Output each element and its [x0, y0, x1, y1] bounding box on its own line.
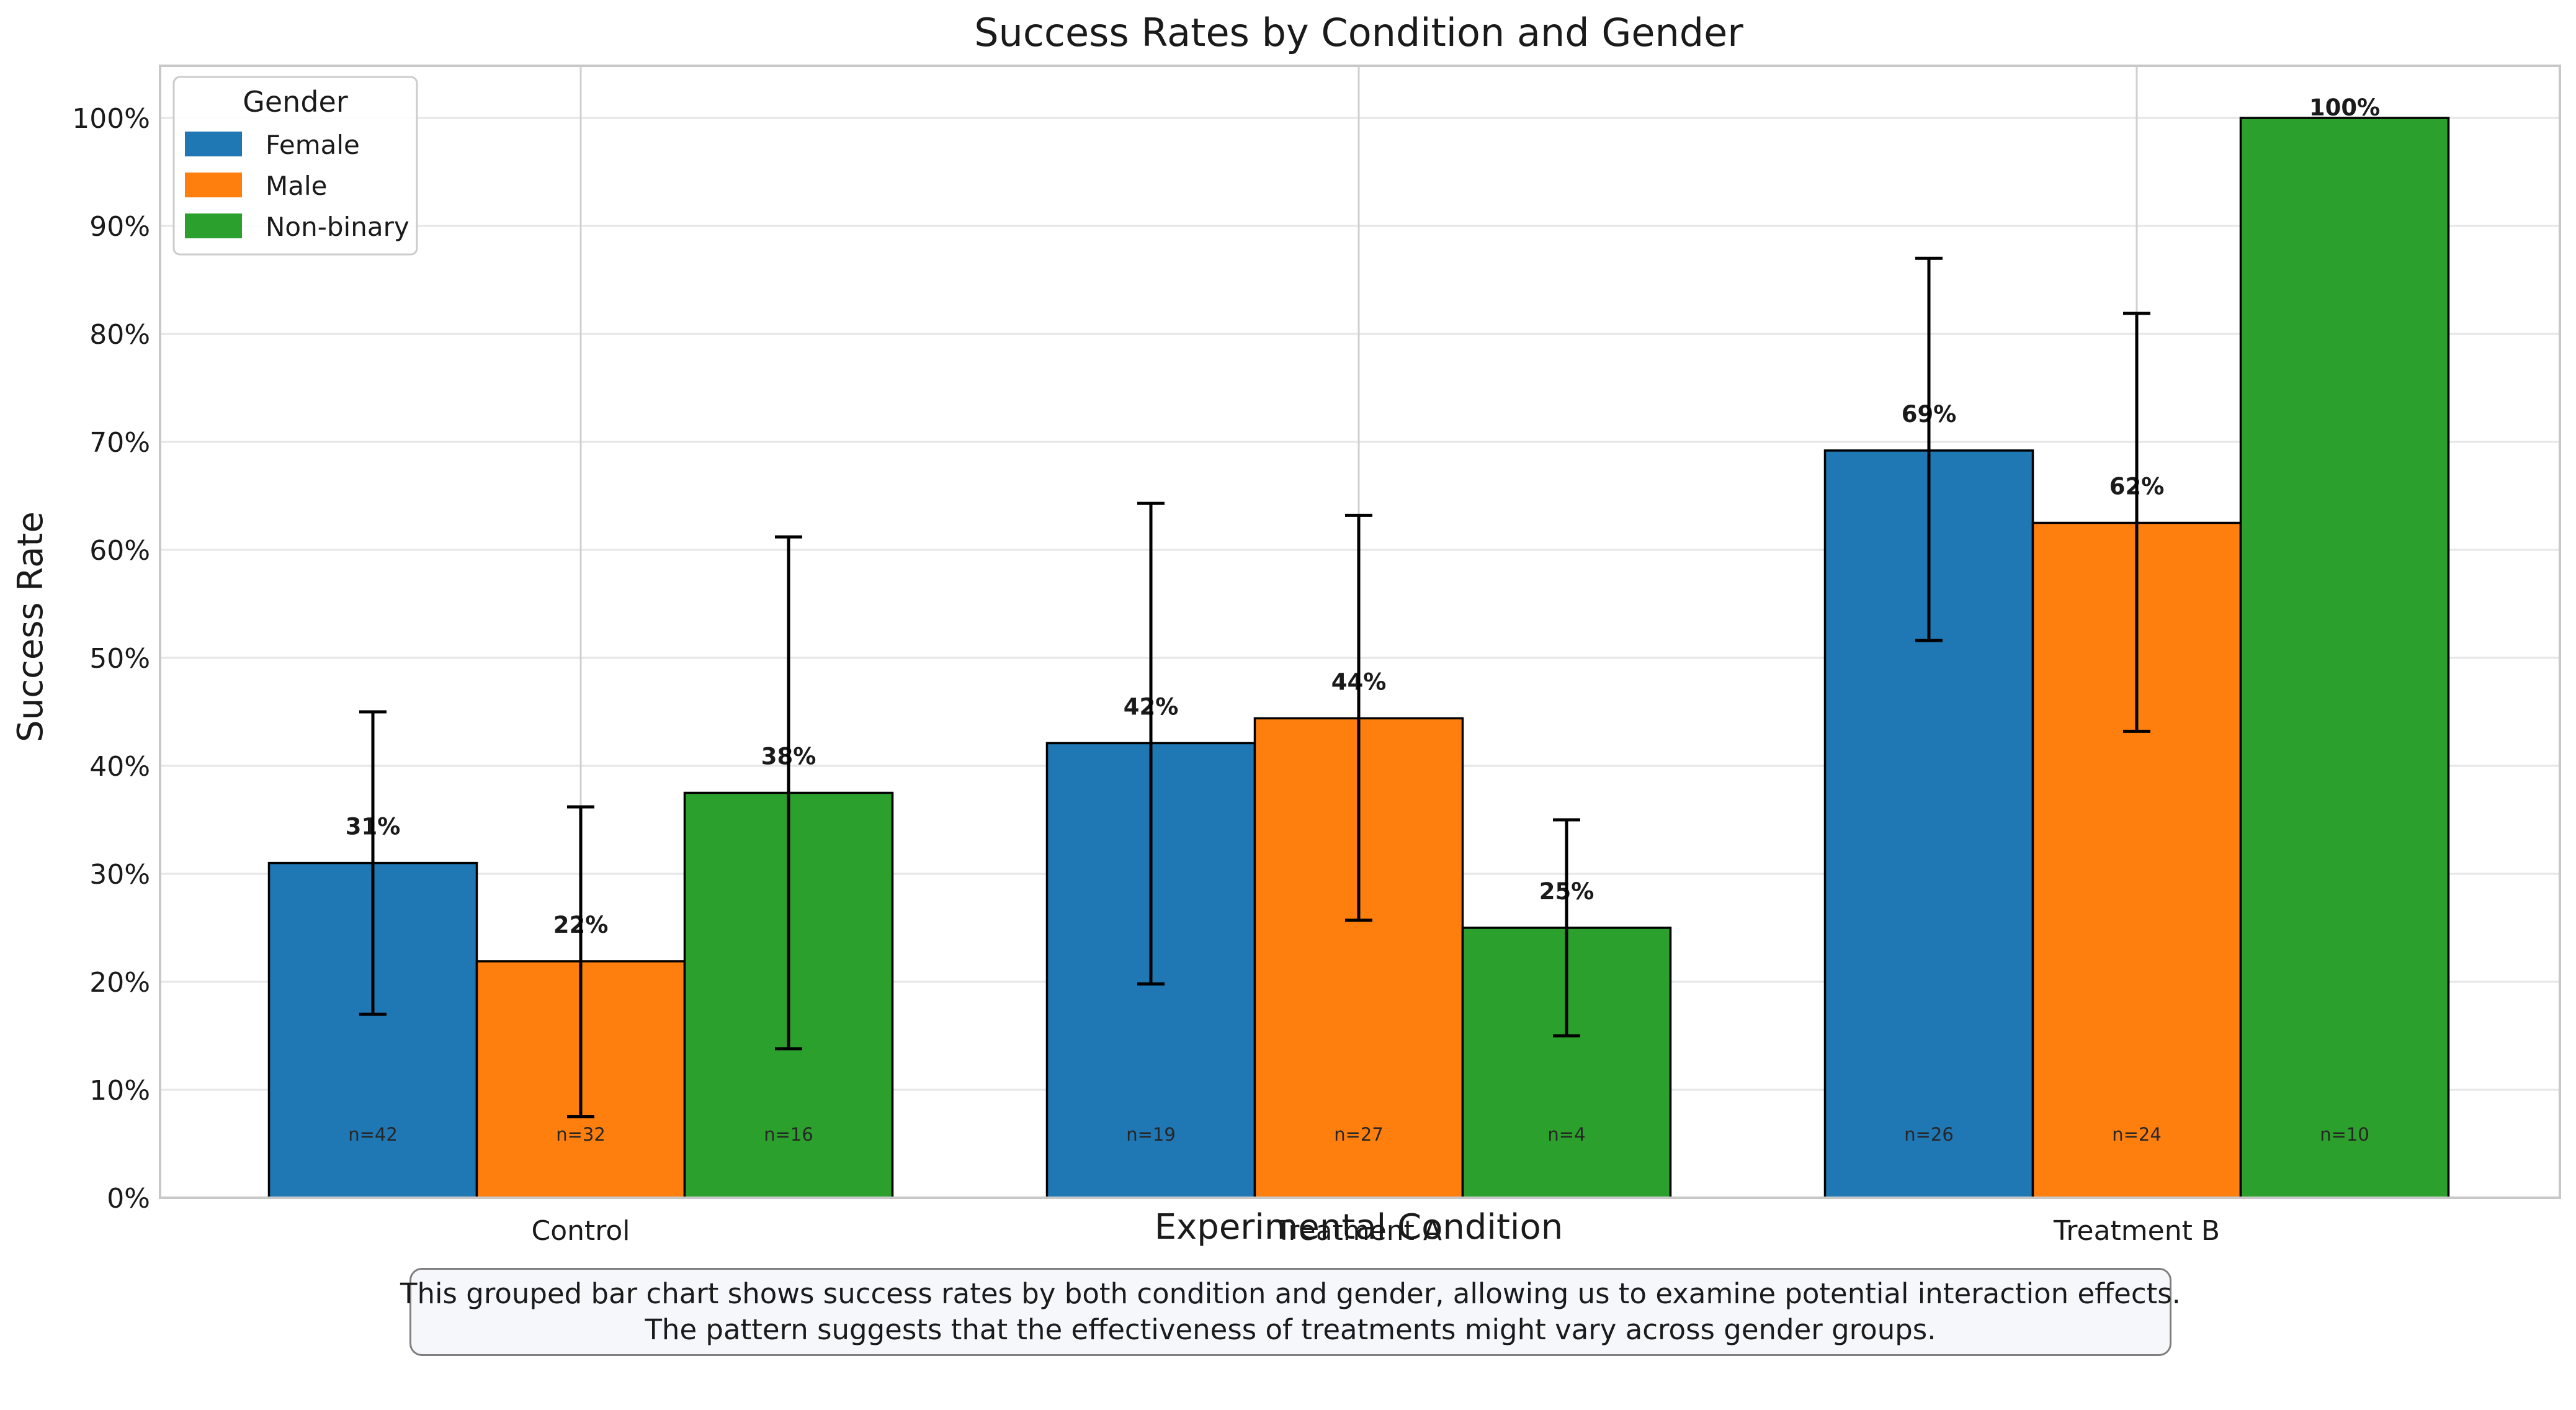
x-tick-label: Control — [531, 1215, 630, 1247]
y-tick-label: 70% — [89, 427, 150, 459]
legend-swatch-non-binary — [185, 213, 242, 238]
caption-line-2: The pattern suggests that the effectiven… — [645, 1313, 1936, 1346]
bar-non-binary-2 — [2239, 117, 2450, 1199]
caption-line-1: This grouped bar chart shows success rat… — [400, 1277, 2181, 1310]
sample-size-label: n=10 — [2320, 1124, 2369, 1145]
legend-label: Male — [266, 171, 327, 201]
legend-swatch-male — [185, 173, 242, 197]
y-tick-label: 20% — [89, 967, 150, 999]
legend-box — [172, 76, 418, 256]
y-tick-label: 100% — [72, 103, 150, 135]
y-axis-label: Success Rate — [11, 511, 51, 742]
y-tick-label: 0% — [107, 1183, 150, 1215]
x-axis-label: Experimental Condition — [1155, 1207, 1563, 1247]
y-tick-label: 60% — [89, 535, 150, 567]
y-tick-label: 80% — [89, 319, 150, 351]
y-tick-label: 90% — [89, 211, 150, 243]
y-tick-label: 30% — [89, 859, 150, 891]
sample-size-label: n=26 — [1904, 1124, 1954, 1145]
sample-size-label: n=32 — [556, 1124, 606, 1145]
sample-size-label: n=24 — [2112, 1124, 2162, 1145]
value-label: 100% — [2309, 94, 2380, 121]
y-tick-label: 10% — [89, 1075, 150, 1107]
sample-size-label: n=16 — [764, 1124, 813, 1145]
sample-size-label: n=42 — [348, 1124, 398, 1145]
legend-swatch-female — [185, 132, 242, 156]
plot-frame — [159, 65, 2561, 1199]
sample-size-label: n=27 — [1334, 1124, 1384, 1145]
x-tick-label: Treatment B — [2053, 1215, 2220, 1247]
legend-label: Non-binary — [266, 212, 409, 242]
sample-size-label: n=19 — [1126, 1124, 1176, 1145]
chart-title: Success Rates by Condition and Gender — [974, 10, 1743, 55]
y-tick-label: 50% — [89, 643, 150, 675]
sample-size-label: n=4 — [1547, 1124, 1585, 1145]
x-tick-label: Treatment A — [1275, 1215, 1442, 1247]
legend-label: Female — [266, 130, 360, 160]
y-tick-label: 40% — [89, 751, 150, 783]
caption-box: This grouped bar chart shows success rat… — [400, 1268, 2181, 1356]
legend-title: Gender — [243, 85, 348, 119]
